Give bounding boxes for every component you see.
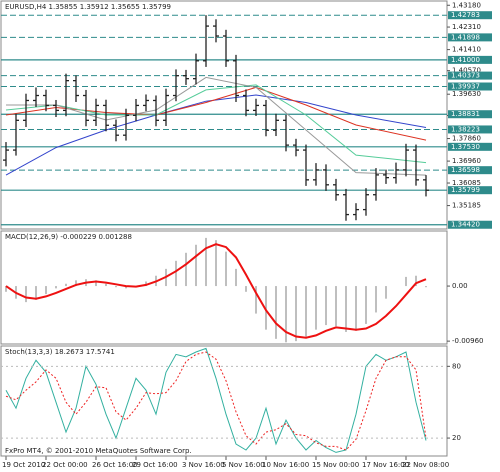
level-label: 1.38831 <box>451 110 480 118</box>
y-tick-label: 1.36960 <box>452 157 481 165</box>
level-label-box <box>448 55 492 64</box>
histogram-bar <box>225 251 227 287</box>
y-tick-label: 1.39630 <box>452 90 481 98</box>
y-tick-label: 1.40570 <box>452 67 481 75</box>
histogram-bar <box>145 281 147 287</box>
histogram-bar <box>205 237 207 287</box>
panel-title: MACD(12,26,9) -0.000229 0.001288 <box>5 233 132 241</box>
histogram-bar <box>65 283 67 287</box>
histogram-bar <box>345 286 347 332</box>
x-tick-label: 10 Nov 16:00 <box>262 461 309 469</box>
histogram-bar <box>365 286 367 324</box>
level-label: 1.40373 <box>451 72 480 80</box>
y-tick-label: 0.00 <box>452 282 468 290</box>
histogram-bar <box>175 260 177 287</box>
panel-title: EURUSD,H4 1.35855 1.35912 1.35655 1.3579… <box>5 3 171 11</box>
histogram-bar <box>405 276 407 287</box>
level-label: 1.35799 <box>451 186 480 194</box>
x-tick-label: 19 Oct 2010 <box>2 461 45 469</box>
x-tick-label: 29 Oct 16:00 <box>132 461 178 469</box>
histogram-bar <box>195 244 197 287</box>
x-tick-label: 26 Oct 16:00 <box>92 461 138 469</box>
x-tick-label: 3 Nov 16:00 <box>182 461 225 469</box>
y-tick-label: 1.42310 <box>452 23 481 31</box>
histogram-bar <box>355 286 357 331</box>
histogram-bar <box>385 286 387 299</box>
histogram-bar <box>315 286 317 330</box>
level-label: 1.34420 <box>451 221 480 229</box>
histogram-bar <box>265 286 267 330</box>
y-tick-label: 1.36085 <box>452 179 481 187</box>
level-label: 1.37530 <box>451 143 480 151</box>
stoch-line <box>5 351 427 451</box>
level-label-box <box>448 82 492 91</box>
histogram-bar <box>425 286 427 288</box>
histogram-bar <box>295 286 297 342</box>
histogram-bar <box>335 286 337 327</box>
level-label-box <box>448 11 492 20</box>
histogram-bar <box>215 240 217 287</box>
level-label-box <box>448 125 492 134</box>
panel-title: Stoch(13,3,3) 18.2673 17.5741 <box>5 348 115 356</box>
histogram-bar <box>235 268 237 287</box>
level-label: 1.41898 <box>451 33 480 41</box>
moving-average <box>5 84 427 164</box>
histogram-bar <box>115 286 117 288</box>
histogram-bar <box>275 286 277 339</box>
histogram-bar <box>285 286 287 343</box>
histogram-bar <box>375 286 377 313</box>
level-label: 1.41000 <box>451 56 480 64</box>
moving-average <box>5 86 427 141</box>
y-tick-label: 1.41410 <box>452 46 481 54</box>
histogram-bar <box>25 286 27 303</box>
x-tick-label: 22 Oct 00:00 <box>42 461 88 469</box>
y-tick-label: 1.43180 <box>452 1 481 9</box>
x-tick-label: 17 Nov 16:00 <box>362 461 409 469</box>
histogram-bar <box>245 286 247 292</box>
histogram-bar <box>45 286 47 295</box>
level-label: 1.38223 <box>451 125 480 133</box>
histogram-bar <box>5 286 7 292</box>
histogram-bar <box>75 280 77 287</box>
level-label-box <box>448 142 492 151</box>
level-label-box <box>448 33 492 42</box>
histogram-bar <box>125 286 127 289</box>
histogram-bar <box>95 280 97 287</box>
moving-average <box>6 76 427 176</box>
stoch-line <box>5 347 427 453</box>
moving-average <box>5 94 427 176</box>
y-tick-label: 20 <box>452 434 461 442</box>
histogram-bar <box>325 286 327 326</box>
level-label-box <box>448 110 492 119</box>
x-tick-label: 22 Nov 08:00 <box>402 461 449 469</box>
signal-line <box>5 243 427 339</box>
histogram-bar <box>305 286 307 337</box>
x-tick-label: 5 Nov 16:00 <box>222 461 265 469</box>
level-label-box <box>448 186 492 195</box>
histogram-bar <box>185 252 187 287</box>
y-tick-label: 80 <box>452 362 461 370</box>
level-label-box <box>448 166 492 175</box>
x-tick-label: 15 Nov 00:00 <box>312 461 359 469</box>
histogram-bar <box>415 275 417 287</box>
histogram-bar <box>105 283 107 287</box>
level-label: 1.39937 <box>451 83 480 91</box>
copyright: FxPro MT4, © 2001-2010 MetaQuotes Softwa… <box>5 447 192 455</box>
histogram-bar <box>35 286 37 300</box>
histogram-bar <box>255 286 257 314</box>
level-label-box <box>448 220 492 229</box>
y-tick-label: 1.37860 <box>452 135 481 143</box>
y-tick-label: 1.35185 <box>452 202 481 210</box>
y-tick-label: -0.00960 <box>452 337 483 345</box>
histogram-bar <box>55 286 57 289</box>
level-label: 1.36598 <box>451 166 480 174</box>
level-label: 1.42783 <box>451 11 480 19</box>
level-label-box <box>448 71 492 80</box>
